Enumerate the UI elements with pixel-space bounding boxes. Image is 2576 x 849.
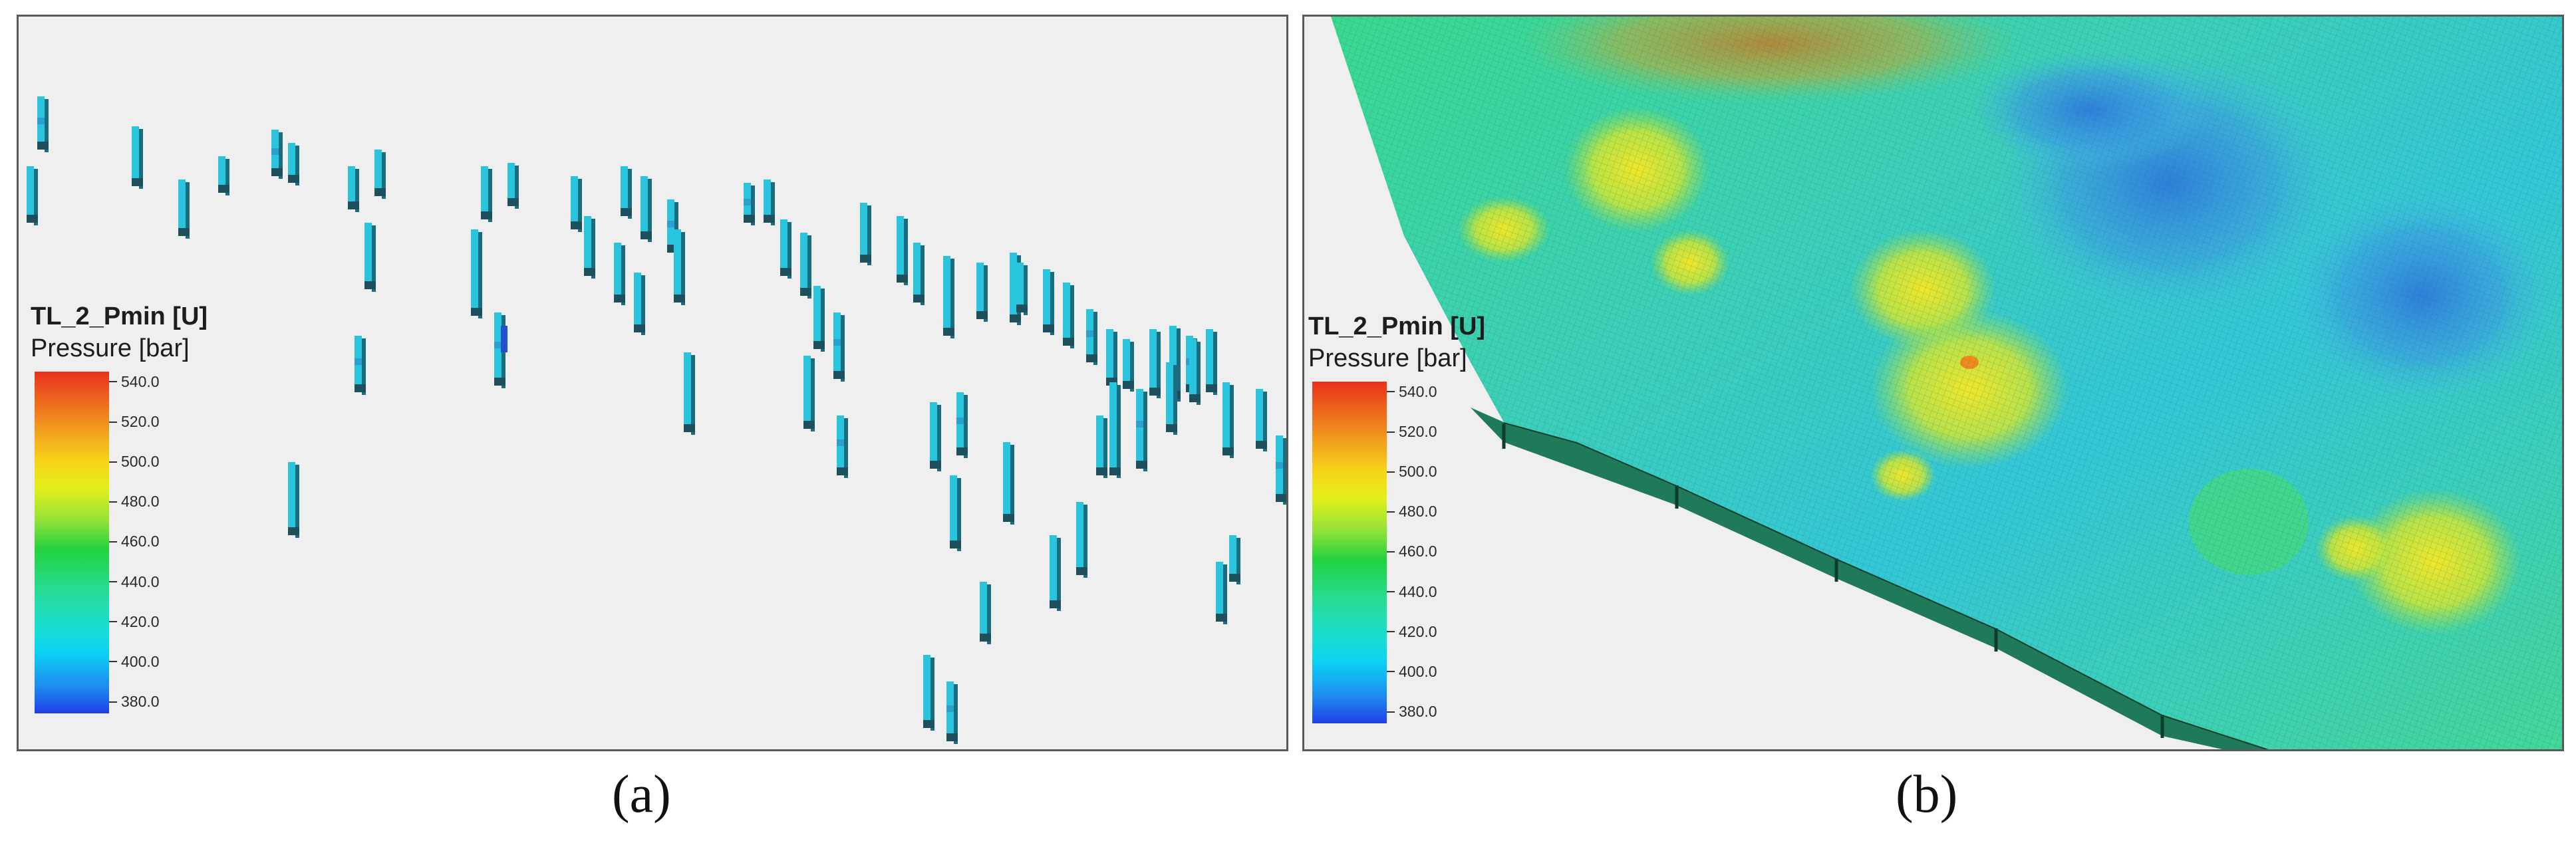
well-column [923,655,934,731]
well-column [641,176,652,242]
colorbar-tick: 380.0 [1387,703,1460,720]
well-column [584,216,595,279]
well-column [780,219,791,279]
legend-title: TL_2_Pmin [U] [31,303,208,330]
colorbar-tick: 420.0 [1387,623,1460,640]
panel-a-well-view: TL_2_Pmin [U] Pressure [bar] 540.0 520.0… [17,15,1288,751]
legend-title: TL_2_Pmin [U] [1308,312,1486,340]
well-column [614,243,625,305]
well-column [860,203,871,265]
well-column [1166,362,1177,435]
well-column [178,180,190,239]
legend-subtitle: Pressure [bar] [31,334,190,362]
colorbar-tick: 540.0 [109,373,182,390]
well-column [956,392,968,458]
well-column [481,166,492,222]
colorbar-tick: 500.0 [1387,463,1460,480]
well-column [837,416,848,478]
well-column [1216,562,1227,624]
colorbar-tick: 400.0 [1387,663,1460,680]
well-column [1136,389,1147,471]
well-column [218,156,229,195]
colorbar-ticks: 540.0 520.0 500.0 480.0 460.0 440.0 420.… [109,372,182,713]
colorbar-tick: 540.0 [1387,383,1460,400]
well-column [976,263,988,322]
well-column [1076,502,1087,578]
well-column [764,180,775,225]
well-column [1003,442,1014,525]
well-column [27,166,38,225]
well-column [946,681,958,744]
panel-b-surface-view: TL_2_Pmin [U] Pressure [bar] 540.0 520.0… [1302,15,2564,751]
well-column [1016,263,1028,315]
well-column [288,143,299,185]
well-column [684,352,695,435]
colorbar-tick: 460.0 [109,533,182,550]
well-column [634,273,645,335]
colorbar-tick: 440.0 [1387,583,1460,600]
colorbar-tick: 380.0 [109,693,182,710]
pressure-surface [1331,17,2562,749]
well-column [1086,309,1097,365]
well-column [1050,535,1061,611]
well-column [1229,535,1240,584]
well-column [744,183,755,225]
colorbar-tick: 500.0 [109,453,182,470]
colorbar-tick: 440.0 [109,573,182,590]
well-column [355,336,366,395]
well-column [288,462,299,538]
well-column [1206,329,1217,395]
well-column [1222,382,1234,458]
well-column [471,229,482,318]
well-column [800,233,811,299]
well-column [1189,339,1201,405]
well-column [674,229,685,305]
pressure-colorbar [1312,382,1387,723]
well-column [1106,329,1117,388]
well-column [943,256,954,338]
well-column [913,243,925,305]
well-column [132,126,143,189]
well-column [507,163,519,209]
well-column [374,150,386,199]
well-column [1109,382,1121,478]
well-column [980,582,991,644]
colorbar-tick: 400.0 [109,653,182,670]
well-column [271,130,283,179]
colorbar-tick: 520.0 [1387,423,1460,440]
well-column [1096,416,1107,478]
well-column [813,286,825,352]
well-column [803,356,815,431]
colorbar-tick: 520.0 [109,413,182,430]
well-column [364,223,376,292]
well-column [37,96,49,152]
well-column [571,176,582,232]
colorbar-tick: 460.0 [1387,543,1460,560]
legend-subtitle: Pressure [bar] [1308,344,1467,372]
well-column [621,166,632,219]
well-column [1063,283,1074,348]
well-column [348,166,359,212]
well-column [930,402,941,471]
well-column [833,312,845,382]
well-column [1123,339,1134,392]
well-column [1043,269,1054,335]
pressure-surface-scene [1331,17,2562,749]
colorbar-ticks: 540.0 520.0 500.0 480.0 460.0 440.0 420.… [1387,382,1460,723]
pressure-colorbar [35,372,109,713]
colorbar-tick: 480.0 [109,493,182,510]
well-column [897,216,908,285]
caption-a: (a) [612,765,671,824]
well-column [1276,435,1286,505]
caption-b: (b) [1896,765,1958,824]
well-column [1149,329,1161,398]
well-column [1256,389,1267,451]
surface-edge-skirt [1471,408,2269,749]
well-columns-scene [27,96,1286,744]
well-column [501,326,507,352]
colorbar-tick: 420.0 [109,613,182,630]
well-column [950,475,961,551]
colorbar-tick: 480.0 [1387,503,1460,520]
